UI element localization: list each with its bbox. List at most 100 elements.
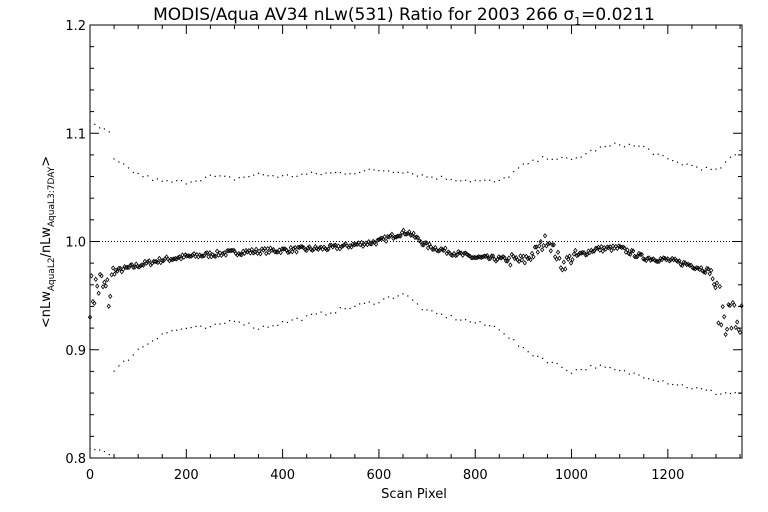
upper-point <box>595 150 597 152</box>
mean-point <box>671 257 676 263</box>
lower-point <box>580 368 582 371</box>
upper-point <box>474 179 476 182</box>
mean-point <box>506 255 512 261</box>
upper-point <box>118 161 120 163</box>
upper-point <box>493 181 496 183</box>
mean-point <box>722 314 727 320</box>
mean-point <box>220 250 226 257</box>
title-sigma-sub: 1 <box>574 15 581 28</box>
mean-point <box>729 325 734 331</box>
upper-point <box>301 173 303 175</box>
mean-point <box>638 251 643 258</box>
mean-point <box>707 271 712 277</box>
mean-point <box>560 267 565 273</box>
upper-point <box>647 148 650 150</box>
upper-point <box>171 181 173 183</box>
upper-point <box>479 180 481 182</box>
title-sigma: σ <box>563 5 574 25</box>
lower-point <box>161 333 163 335</box>
y-axis-label: <nLwAquaL2/nLwAquaL3:7DAY> <box>39 156 57 328</box>
upper-point <box>575 157 577 159</box>
mean-point <box>518 253 523 259</box>
ylabel-part3: > <box>39 156 54 167</box>
upper-point <box>99 127 101 129</box>
mean-point <box>667 258 672 264</box>
mean-point <box>706 266 711 272</box>
mean-point <box>382 234 387 240</box>
mean-point <box>160 257 165 264</box>
upper-point <box>431 176 433 178</box>
mean-point <box>566 256 571 262</box>
upper-point <box>715 168 717 170</box>
mean-point <box>502 255 507 261</box>
lower-point <box>537 355 539 357</box>
mean-point <box>189 253 194 259</box>
upper-point <box>445 178 447 180</box>
mean-point <box>508 262 513 268</box>
lower-point <box>604 366 606 368</box>
lower-point <box>585 369 587 371</box>
lower-point <box>498 329 500 331</box>
title-tail: =0.0211 <box>581 5 655 25</box>
mean-point <box>557 255 562 261</box>
upper-point <box>224 175 226 177</box>
mean-point <box>516 258 522 264</box>
lower-point <box>277 324 279 326</box>
lower-point <box>412 299 414 301</box>
mean-point <box>222 250 227 256</box>
mean-point <box>144 260 149 266</box>
mean-point <box>89 273 94 279</box>
upper-point <box>267 175 269 177</box>
mean-point <box>176 254 181 261</box>
lower-point <box>700 388 703 390</box>
mean-point <box>541 242 546 249</box>
lower-point <box>253 327 255 329</box>
mean-point <box>108 293 113 299</box>
mean-point <box>645 255 650 261</box>
upper-point <box>142 176 144 178</box>
lower-point <box>633 372 635 374</box>
mean-point <box>405 230 410 237</box>
mean-point <box>223 252 228 258</box>
lower-point <box>378 302 380 304</box>
mean-point <box>727 302 733 309</box>
upper-point <box>407 171 409 173</box>
lower-point <box>315 313 317 315</box>
mean-point <box>131 264 136 270</box>
upper-point <box>103 128 106 130</box>
mean-point <box>597 247 603 253</box>
lower-point <box>296 317 298 319</box>
lower-point <box>493 325 496 327</box>
upper-point <box>705 166 707 169</box>
lower-point <box>286 321 289 324</box>
mean-point <box>225 248 230 254</box>
mean-point <box>293 244 298 251</box>
y-tick-label: 0.9 <box>65 344 86 359</box>
mean-point <box>288 244 293 251</box>
mean-point <box>124 264 129 271</box>
lower-point <box>219 323 221 325</box>
mean-point <box>521 253 526 259</box>
upper-point <box>161 180 163 182</box>
mean-point <box>570 256 575 263</box>
upper-point <box>643 145 645 148</box>
upper-point <box>339 171 341 174</box>
mean-point <box>362 241 367 248</box>
mean-point <box>145 259 150 265</box>
upper-point <box>383 170 385 172</box>
mean-point <box>332 242 337 249</box>
mean-point <box>386 234 392 240</box>
x-tick-label: 1000 <box>555 468 588 483</box>
mean-point <box>684 261 689 268</box>
lower-point <box>180 328 183 330</box>
mean-point <box>281 246 286 252</box>
upper-point <box>614 142 616 144</box>
mean-point <box>425 245 431 251</box>
lower-point <box>402 293 404 295</box>
upper-point <box>229 176 231 178</box>
mean-point <box>148 262 153 268</box>
mean-point <box>102 279 107 285</box>
upper-point <box>344 173 346 175</box>
mean-point <box>525 255 530 262</box>
mean-point <box>404 231 409 237</box>
